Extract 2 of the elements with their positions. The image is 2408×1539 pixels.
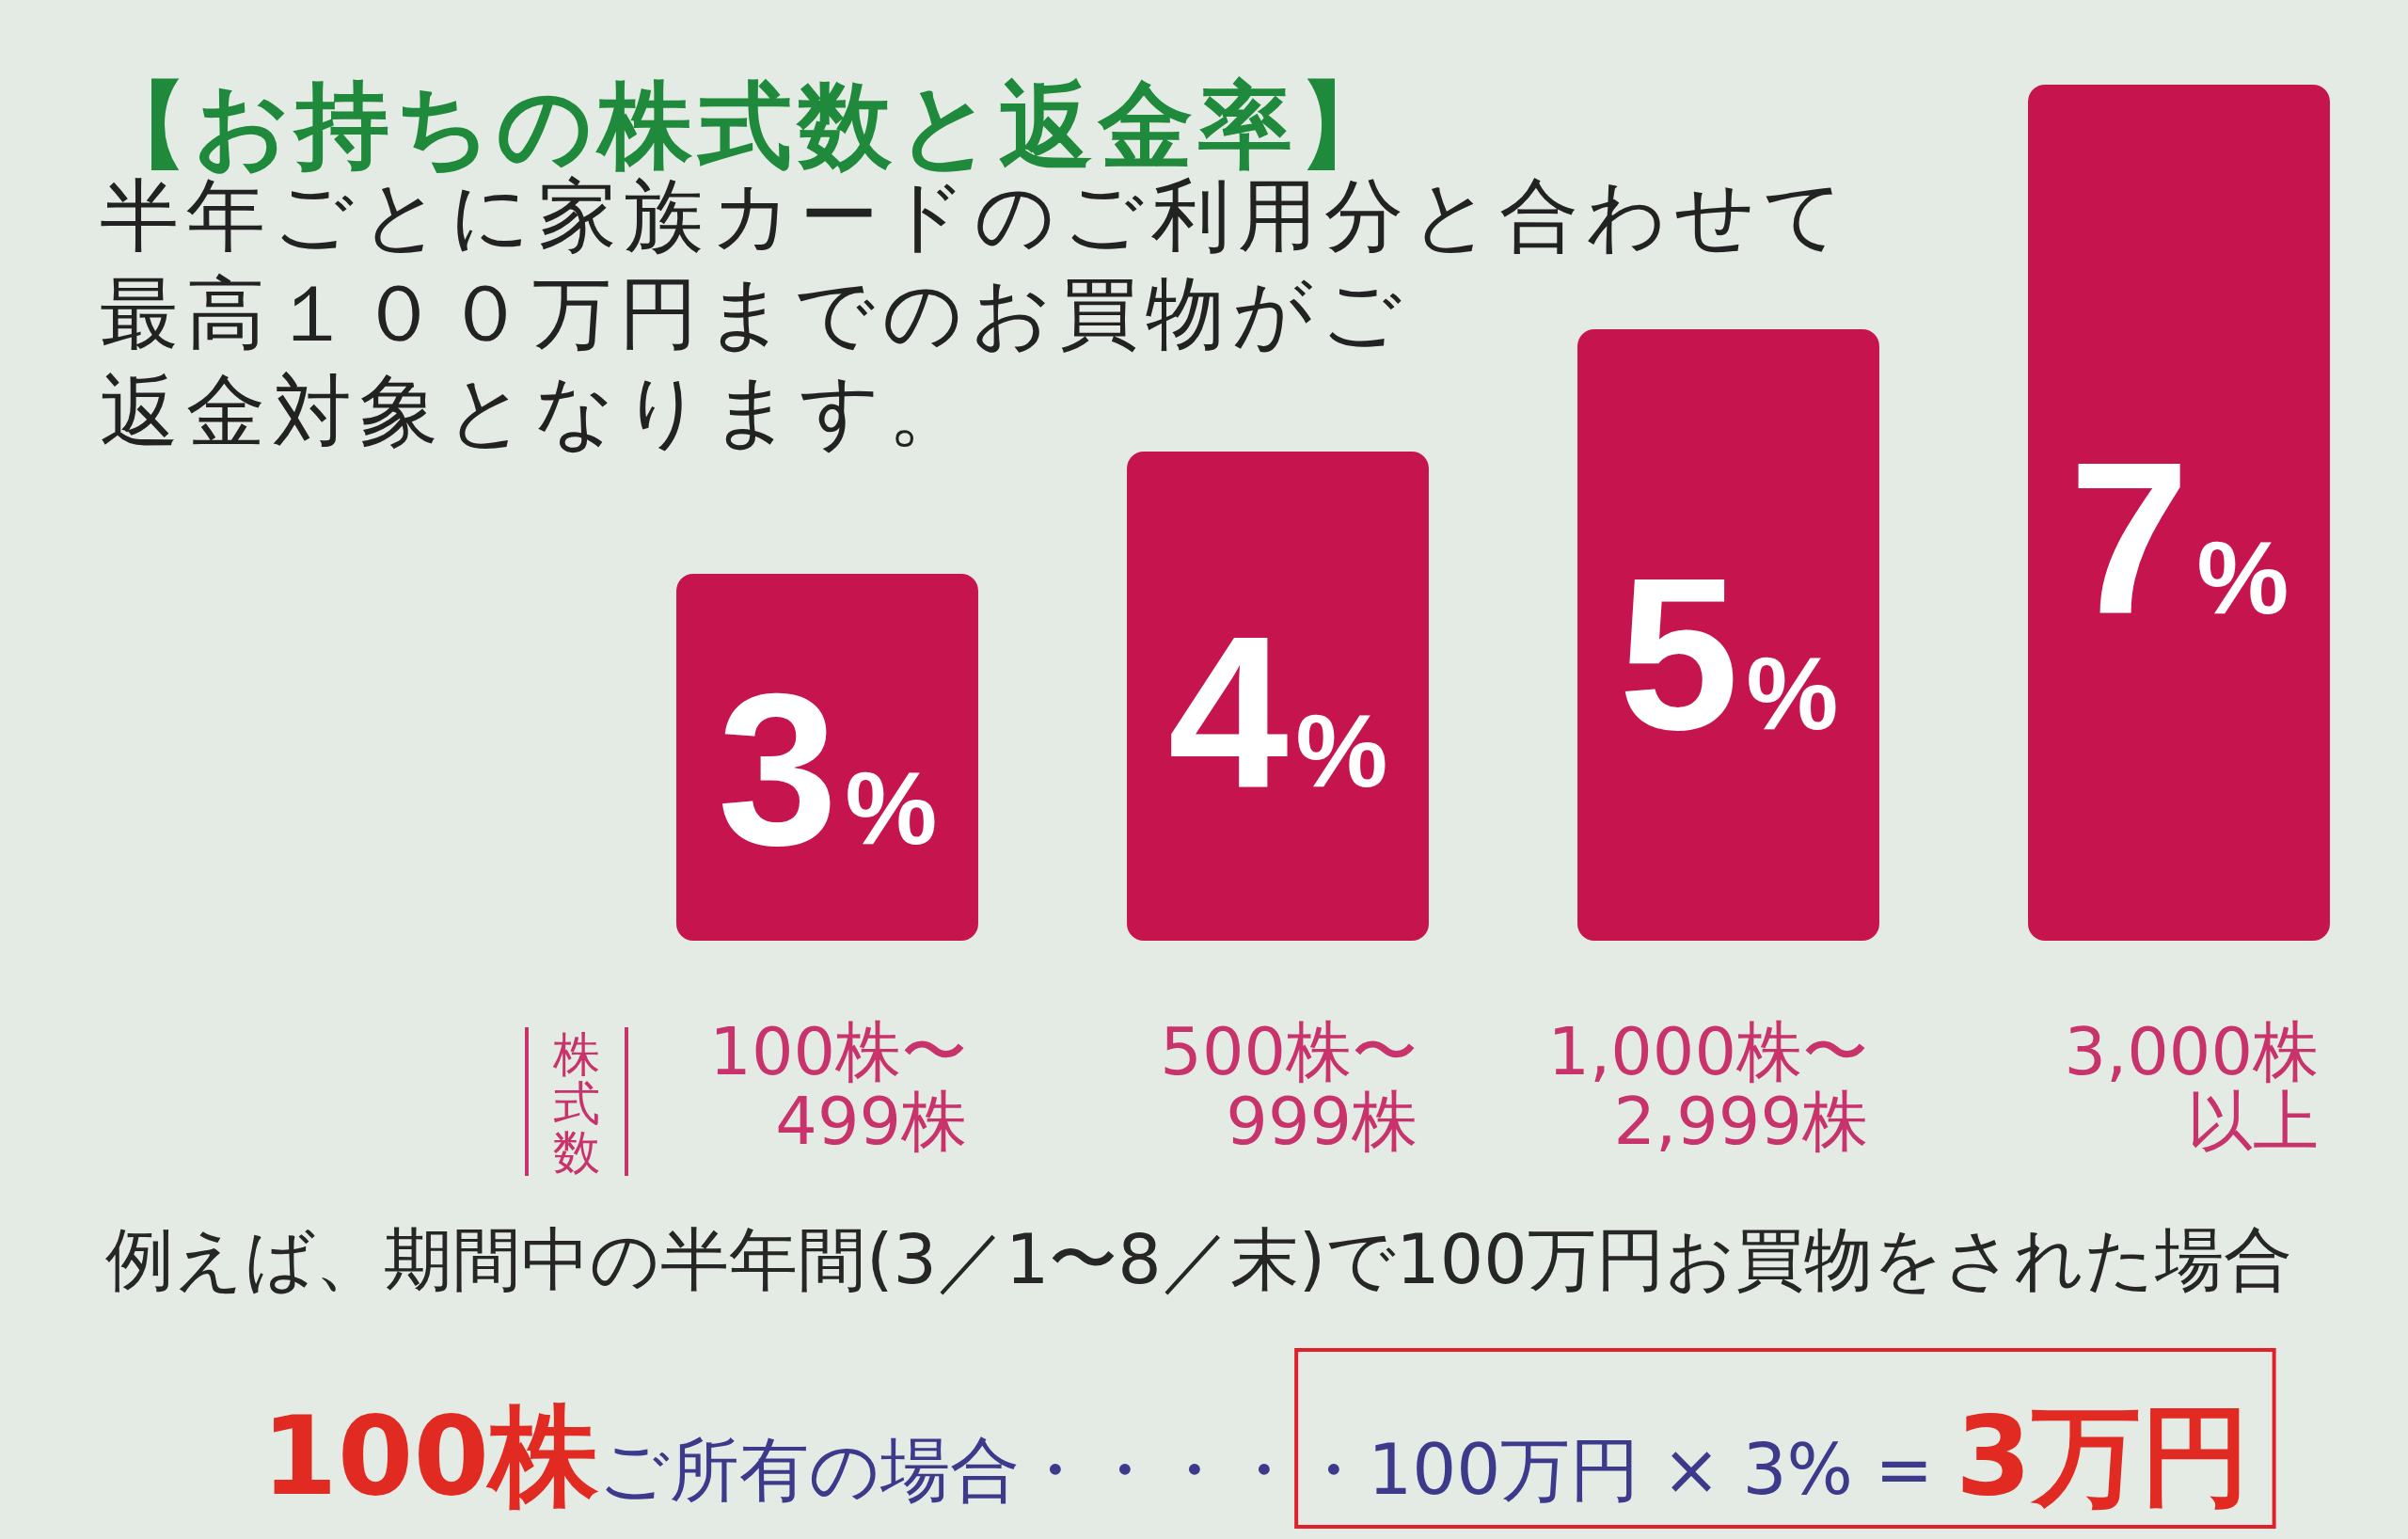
annotation: 例えば、期間中の半年間(3／1〜8／末)で100万円お買物をされた場合	[105, 1219, 2292, 1299]
xlabel: 株式数	[553, 1027, 600, 1180]
